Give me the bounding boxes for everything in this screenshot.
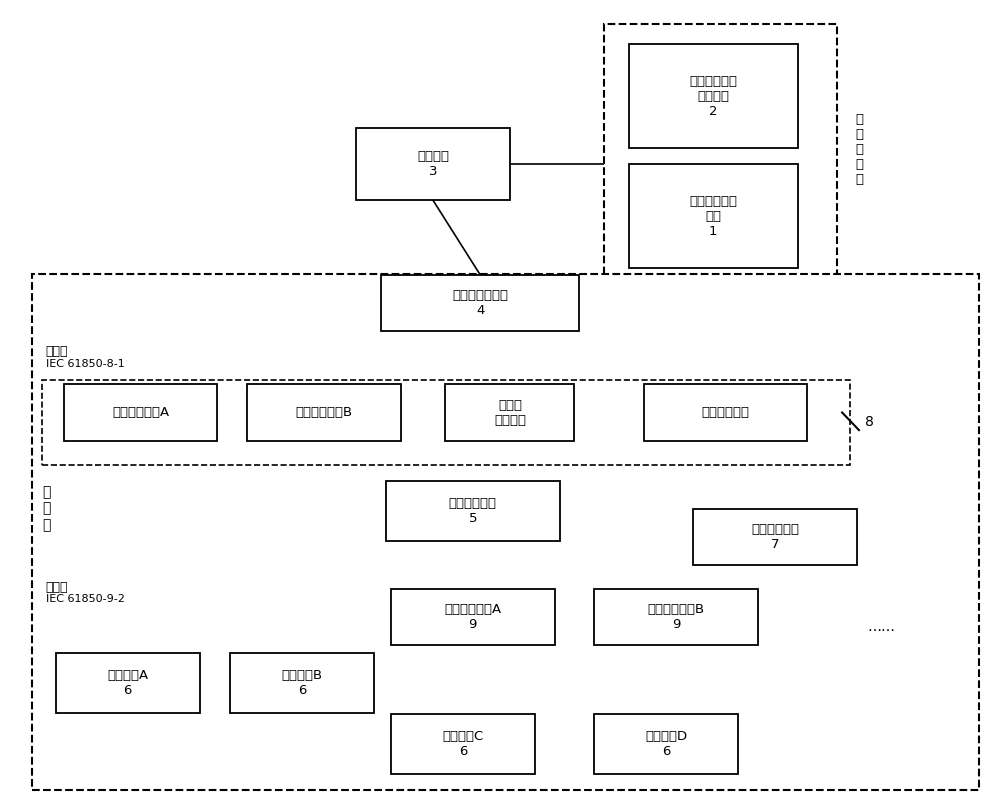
Text: 8: 8 <box>865 415 874 429</box>
Bar <box>391 714 535 774</box>
Text: 标准数字化电
能表
1: 标准数字化电 能表 1 <box>689 195 737 238</box>
Bar <box>629 44 798 148</box>
Bar <box>594 589 758 645</box>
Bar <box>604 24 837 277</box>
Text: 数字化电能表B: 数字化电能表B <box>295 406 353 419</box>
Text: 合并单元C
6: 合并单元C 6 <box>442 731 483 758</box>
Text: 保护测控装置: 保护测控装置 <box>702 406 750 419</box>
Text: 多功能
测控装置: 多功能 测控装置 <box>494 399 526 426</box>
Bar <box>42 380 850 464</box>
Bar <box>629 164 798 269</box>
Text: 数字化任意波
形发生器
2: 数字化任意波 形发生器 2 <box>689 74 737 118</box>
Text: IEC 61850-9-2: IEC 61850-9-2 <box>46 594 125 604</box>
Bar <box>594 714 738 774</box>
Bar <box>386 481 560 540</box>
Text: IEC 61850-8-1: IEC 61850-8-1 <box>46 358 125 369</box>
Text: 计量主站
3: 计量主站 3 <box>417 150 449 178</box>
Bar <box>56 653 200 713</box>
Text: 时钟同步装置
7: 时钟同步装置 7 <box>751 523 799 551</box>
Bar <box>64 384 217 441</box>
Bar <box>32 274 979 790</box>
Text: 间隔层交换机A
9: 间隔层交换机A 9 <box>444 603 501 631</box>
Text: 过程层: 过程层 <box>46 581 68 594</box>
Bar <box>391 589 555 645</box>
Text: 间隔层交换机B
9: 间隔层交换机B 9 <box>647 603 705 631</box>
Text: 站控层: 站控层 <box>46 345 68 358</box>
Bar <box>381 275 579 331</box>
Text: ……: …… <box>867 620 895 634</box>
Bar <box>247 384 401 441</box>
Text: 数字化录波器
5: 数字化录波器 5 <box>449 497 497 524</box>
Text: 合并单元A
6: 合并单元A 6 <box>107 669 148 697</box>
Bar <box>230 653 374 713</box>
Bar <box>356 129 510 201</box>
Text: 合并单元D
6: 合并单元D 6 <box>645 731 687 758</box>
Bar <box>644 384 807 441</box>
Bar <box>693 509 857 565</box>
Text: 电能量远方终端
4: 电能量远方终端 4 <box>452 289 508 317</box>
Text: 变
电
站: 变 电 站 <box>42 485 50 532</box>
Text: 数字化电能表A: 数字化电能表A <box>112 406 169 419</box>
Bar <box>445 384 574 441</box>
Text: 校
准
实
验
室: 校 准 实 验 室 <box>855 113 863 186</box>
Text: 合并单元B
6: 合并单元B 6 <box>282 669 323 697</box>
